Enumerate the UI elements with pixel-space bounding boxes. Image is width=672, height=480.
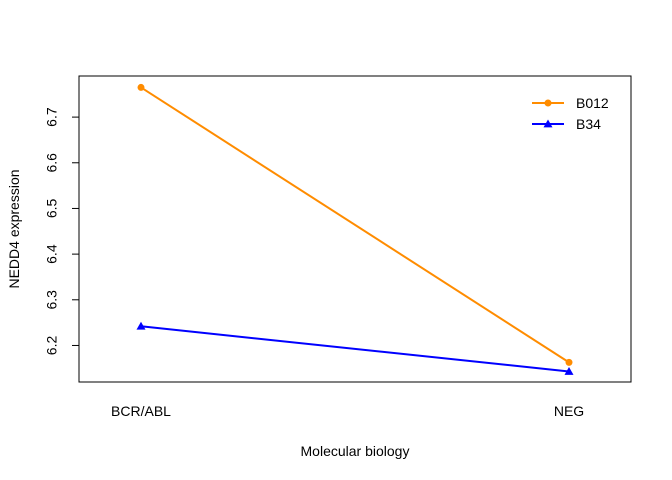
x-tick-label: NEG: [554, 403, 584, 419]
y-tick-label: 6.4: [44, 244, 60, 264]
series-layer: [136, 83, 574, 375]
series-B012: [137, 83, 573, 366]
y-tick-label: 6.2: [44, 336, 60, 356]
series-line: [140, 325, 570, 373]
legend: B012 B34: [532, 95, 609, 132]
data-point: [137, 83, 145, 91]
data-point: [136, 321, 146, 330]
y-tick-label: 6.6: [44, 153, 60, 173]
legend-label: B34: [576, 116, 601, 132]
x-tick-label: BCR/ABL: [111, 403, 171, 419]
x-axis-label: Molecular biology: [301, 443, 410, 459]
data-point: [565, 358, 573, 366]
y-axis: 6.2 6.3 6.4 6.5 6.6 6.7: [44, 107, 80, 356]
legend-label: B012: [576, 95, 609, 111]
y-tick-label: 6.5: [44, 199, 60, 219]
legend-marker: [543, 119, 553, 128]
y-axis-label: NEDD4 expression: [6, 169, 22, 288]
y-tick-label: 6.7: [44, 107, 60, 127]
legend-marker: [544, 99, 552, 107]
data-point: [564, 366, 574, 375]
y-tick-label: 6.3: [44, 290, 60, 310]
series-line: [140, 86, 570, 364]
x-axis: BCR/ABL NEG: [111, 403, 584, 419]
series-B34: [136, 321, 574, 375]
